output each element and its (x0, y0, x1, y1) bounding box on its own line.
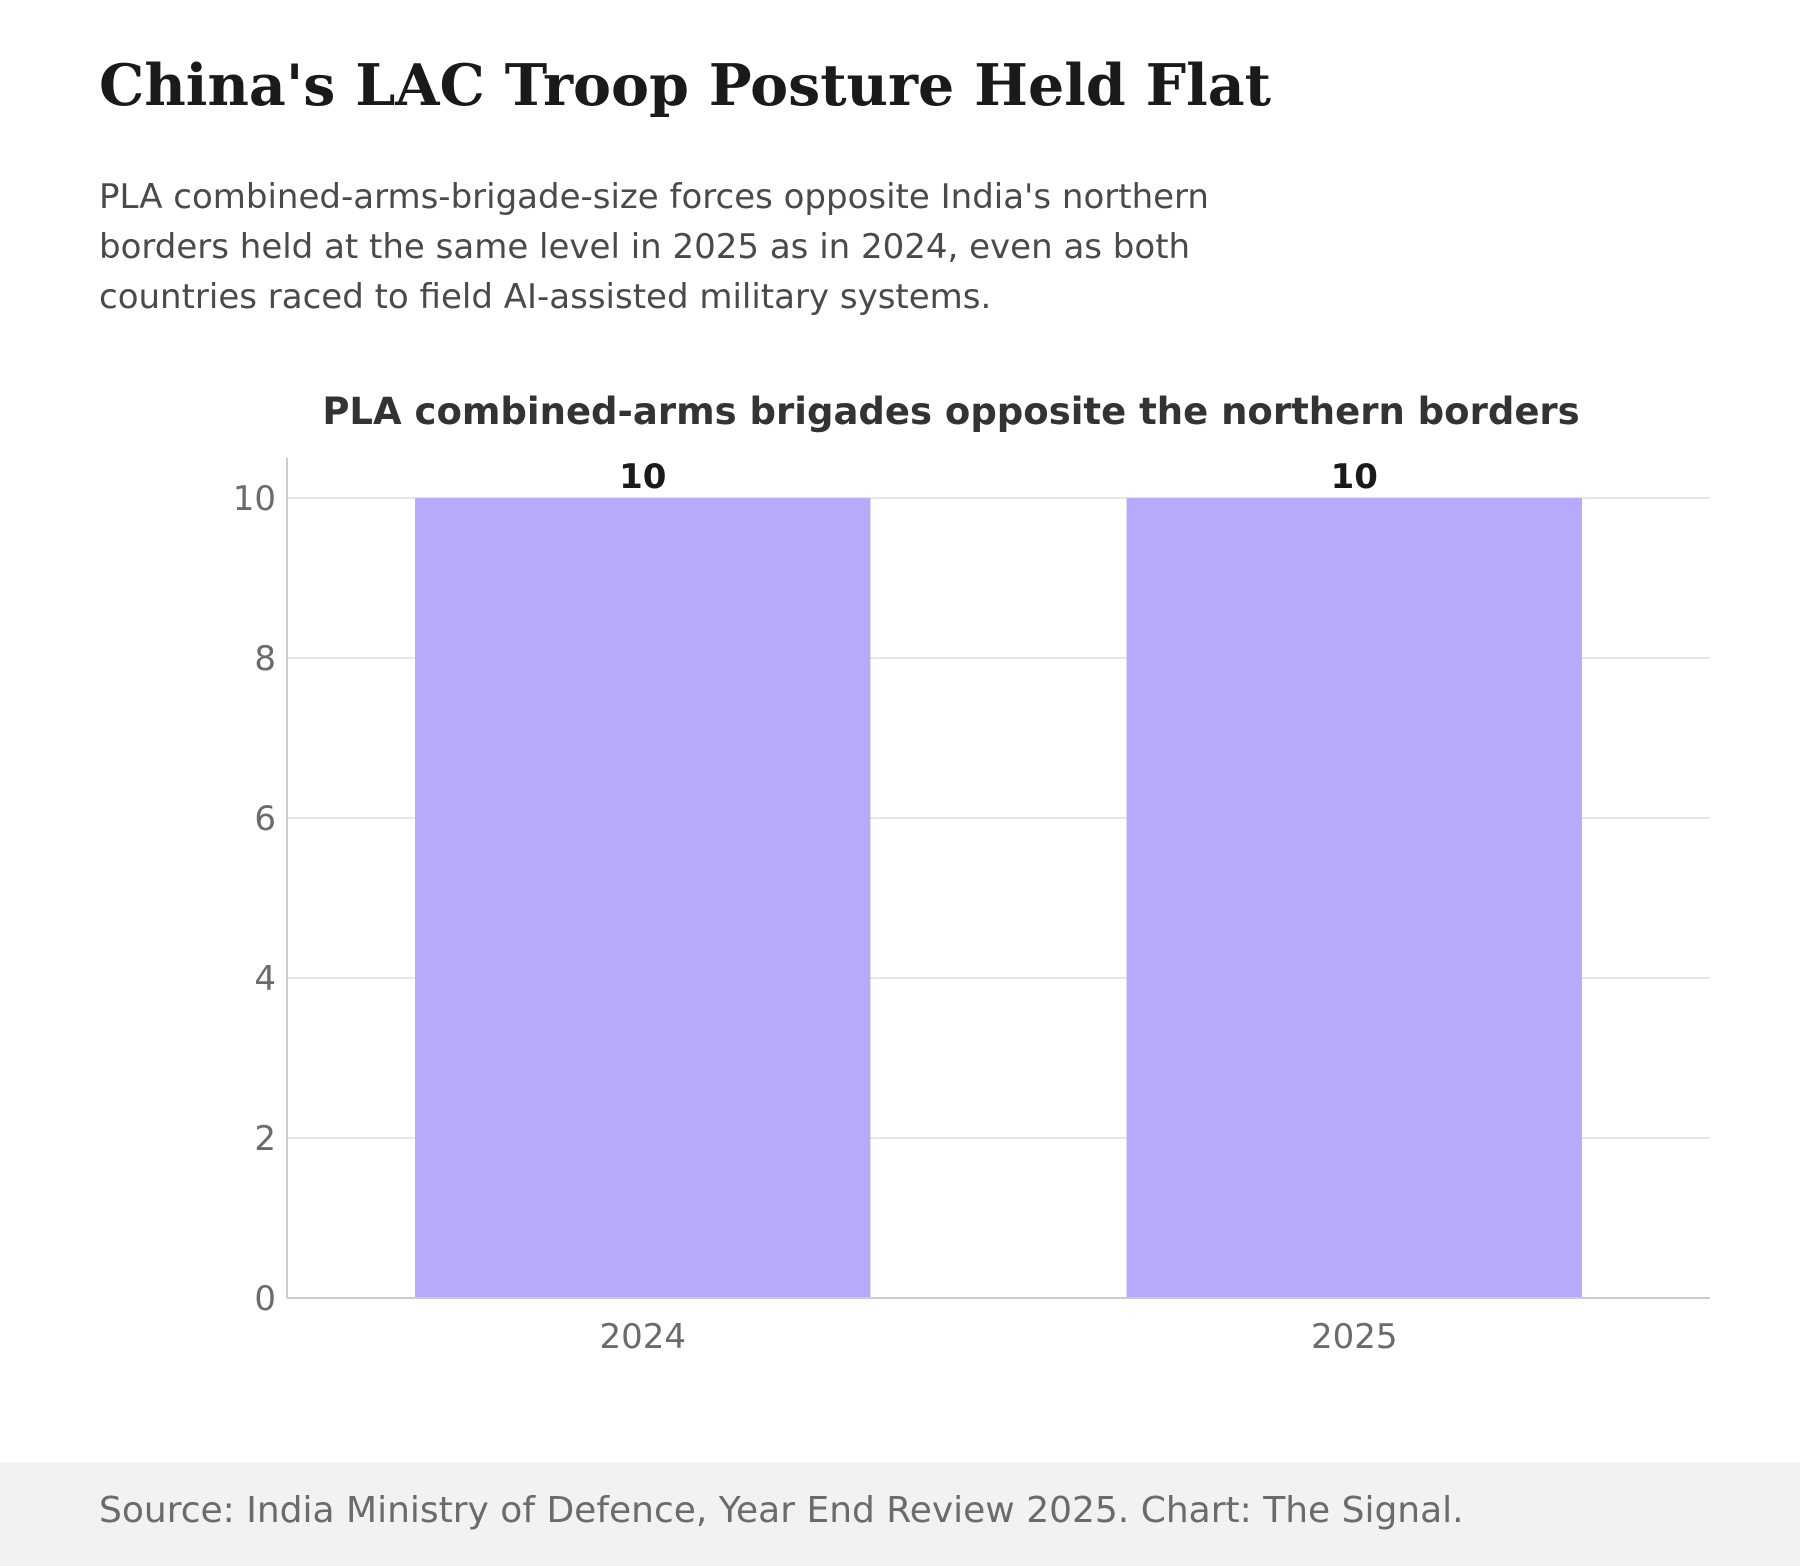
x-tick-label: 2025 (1311, 1317, 1398, 1357)
y-tick-label: 0 (254, 1279, 276, 1319)
y-tick-label: 10 (233, 479, 276, 519)
y-tick-label: 4 (254, 959, 276, 999)
bar-chart: PLA combined-arms brigades opposite the … (233, 390, 1710, 1357)
y-tick-label: 2 (254, 1119, 276, 1159)
data-label: 10 (619, 457, 666, 497)
y-tick-label: 8 (254, 639, 276, 679)
x-tick-label: 2024 (599, 1317, 686, 1357)
data-label: 10 (1331, 457, 1378, 497)
axes (286, 458, 1710, 1299)
bar-2024 (415, 498, 871, 1298)
labels: 0 2 4 6 8 10 10 2024 10 2025 (233, 457, 1398, 1357)
source-note: Source: India Ministry of Defence, Year … (99, 1490, 1464, 1531)
bar-2025 (1126, 498, 1582, 1298)
source-footer (0, 1462, 1800, 1566)
headline: China's LAC Troop Posture Held Flat (99, 52, 1271, 119)
chart-title: PLA combined-arms brigades opposite the … (322, 390, 1579, 433)
bars (415, 498, 1582, 1298)
dek: PLA combined-arms-brigade-size forces op… (99, 177, 1209, 317)
y-tick-label: 6 (254, 799, 276, 839)
